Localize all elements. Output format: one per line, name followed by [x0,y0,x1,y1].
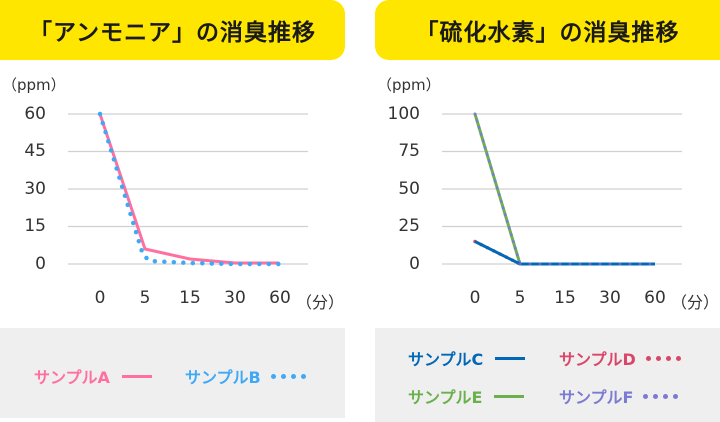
solid-line-icon [495,356,526,360]
left-y-tick: 15 [24,216,46,236]
right-x-tick: 5 [514,288,526,308]
dotted-line-icon [270,373,306,379]
legend-item-sample-b: サンプルB [185,364,306,388]
left-y-tick: 45 [24,141,46,161]
right-y-tick: 0 [409,254,420,274]
left-x-tick: 30 [224,288,246,308]
legend-item-sample-d: サンプルD [559,346,681,370]
left-x-tick: 5 [139,288,151,308]
left-y-tick: 30 [24,179,46,199]
left-gridlines [68,113,308,265]
left-x-unit: （分） [296,293,345,312]
right-x-tick: 15 [554,288,576,308]
ammonia-chart-title: 「アンモニア」の消臭推移 [0,0,345,60]
right-y-tick: 25 [398,216,420,236]
legend-label: サンプルB [185,368,261,387]
right-x-tick: 60 [644,288,666,308]
legend-label: サンプルE [408,388,483,407]
series-sample-b-dots [97,111,282,267]
right-y-tick: 100 [387,104,420,124]
legend-label: サンプルA [34,368,110,387]
right-y-tick: 50 [398,179,420,199]
right-x-unit: （分） [671,293,720,312]
legend-label: サンプルC [408,350,484,369]
legend-label: サンプルD [559,350,636,369]
ammonia-legend: サンプルA サンプルB [0,328,345,418]
left-y-unit: （ppm） [2,76,66,94]
series-sample-c-line [474,240,655,266]
legend-item-sample-a: サンプルA [34,364,152,388]
right-y-tick: 75 [398,141,420,161]
right-x-tick: 30 [599,288,621,308]
hydrogen-sulfide-chart-title: 「硫化水素」の消臭推移 [375,0,720,60]
left-y-tick: 0 [35,254,46,274]
charts-plot-area [68,111,682,267]
solid-line-icon [494,394,525,398]
dotted-line-icon [645,355,681,361]
legend-label: サンプルF [559,388,634,407]
hydrogen-sulfide-legend: サンプルC サンプルD サンプルE サンプルF [375,328,720,422]
left-y-tick: 60 [24,104,46,124]
legend-item-sample-f: サンプルF [559,384,679,408]
legend-item-sample-e: サンプルE [408,384,525,408]
dotted-line-icon [643,393,679,399]
left-x-tick: 60 [269,288,291,308]
left-x-tick: 0 [94,288,106,308]
right-y-unit: （ppm） [377,76,441,94]
left-x-tick: 15 [179,288,201,308]
right-x-tick: 0 [469,288,481,308]
legend-item-sample-c: サンプルC [408,346,526,370]
solid-line-icon [121,374,152,378]
